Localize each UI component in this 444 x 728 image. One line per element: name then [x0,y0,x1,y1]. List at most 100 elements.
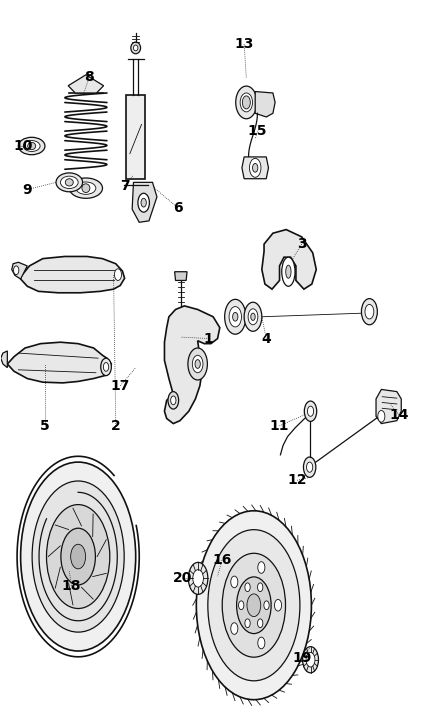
Polygon shape [12,262,27,279]
Ellipse shape [82,183,90,192]
Circle shape [306,462,313,472]
Text: 12: 12 [288,473,307,487]
Circle shape [264,601,269,609]
Text: 5: 5 [40,419,50,432]
Text: 15: 15 [248,124,267,138]
Circle shape [71,545,86,569]
Circle shape [141,198,147,207]
Circle shape [225,299,246,334]
Ellipse shape [282,257,295,286]
Circle shape [238,601,244,609]
Text: 9: 9 [23,183,32,197]
Ellipse shape [18,138,45,155]
Circle shape [258,583,263,592]
Circle shape [245,583,250,592]
Circle shape [245,619,250,628]
Circle shape [170,396,176,405]
Text: 4: 4 [262,331,271,346]
Circle shape [192,355,203,373]
Text: 17: 17 [111,379,130,393]
Circle shape [242,96,250,109]
Ellipse shape [65,178,73,186]
Circle shape [365,304,374,319]
Ellipse shape [131,42,141,54]
Circle shape [101,358,111,376]
Polygon shape [8,342,111,383]
Circle shape [231,622,238,634]
Circle shape [168,392,178,409]
Circle shape [115,269,122,280]
Polygon shape [132,182,157,222]
Circle shape [196,511,311,700]
Circle shape [237,577,271,633]
Text: 6: 6 [173,201,182,215]
Circle shape [195,360,200,368]
Circle shape [274,599,281,611]
Text: 2: 2 [111,419,121,432]
Circle shape [244,302,262,331]
Text: 3: 3 [297,237,306,251]
Circle shape [20,462,136,651]
Circle shape [229,306,242,327]
Ellipse shape [69,178,103,198]
Circle shape [208,530,300,681]
Ellipse shape [286,265,291,278]
Polygon shape [242,157,269,178]
Circle shape [13,266,19,274]
Circle shape [258,562,265,574]
Circle shape [302,646,318,673]
Circle shape [250,159,261,177]
Circle shape [188,562,208,594]
Circle shape [258,637,265,649]
Circle shape [247,594,261,617]
Circle shape [188,348,207,380]
Ellipse shape [23,141,40,151]
Circle shape [306,652,315,667]
Polygon shape [174,272,187,280]
Text: 16: 16 [212,553,232,567]
Text: 11: 11 [270,419,289,432]
Circle shape [248,309,258,325]
Polygon shape [20,256,125,293]
Circle shape [253,164,258,173]
Circle shape [138,193,150,212]
Circle shape [307,406,313,416]
Polygon shape [262,229,316,289]
Ellipse shape [56,173,83,191]
Circle shape [378,411,385,422]
Text: 13: 13 [234,37,254,51]
Text: 8: 8 [84,70,94,84]
Ellipse shape [240,93,253,112]
Circle shape [258,619,263,628]
Text: 10: 10 [13,139,32,153]
Text: 19: 19 [292,652,311,665]
Circle shape [222,553,285,657]
Text: 20: 20 [172,571,192,585]
Circle shape [47,505,110,609]
Text: 14: 14 [389,408,409,422]
Circle shape [193,569,203,587]
Ellipse shape [60,176,78,189]
Circle shape [361,298,377,325]
Circle shape [251,313,255,320]
Circle shape [103,363,109,371]
Ellipse shape [28,143,36,150]
Circle shape [61,529,95,585]
Circle shape [231,576,238,587]
Text: 18: 18 [62,579,81,593]
Bar [126,95,146,178]
Polygon shape [164,306,220,424]
Circle shape [32,481,124,632]
Polygon shape [255,92,275,117]
Polygon shape [68,75,103,93]
Text: 1: 1 [204,331,214,346]
Circle shape [233,312,238,321]
Polygon shape [376,389,401,424]
Ellipse shape [134,45,138,51]
Circle shape [303,457,316,478]
Text: 7: 7 [120,179,130,193]
Circle shape [304,401,317,422]
Polygon shape [1,351,8,368]
Ellipse shape [76,182,96,194]
Ellipse shape [236,86,257,119]
